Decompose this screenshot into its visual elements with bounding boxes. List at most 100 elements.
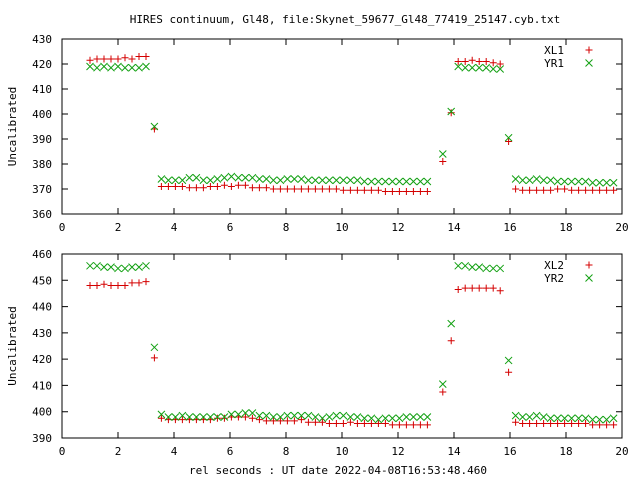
x-tick-label: 16 (503, 221, 516, 234)
data-point (554, 185, 562, 193)
data-point (581, 177, 590, 186)
data-point (220, 173, 229, 182)
data-point (388, 188, 396, 195)
data-point (269, 413, 278, 421)
data-point (374, 177, 383, 186)
x-tick-label: 10 (335, 221, 348, 234)
data-point (539, 413, 548, 421)
data-point (276, 185, 284, 193)
data-point (192, 413, 201, 421)
data-point (128, 55, 136, 63)
data-point (325, 185, 333, 193)
data-point (150, 354, 158, 362)
data-point (581, 414, 590, 423)
y-tick-label: 360 (32, 208, 52, 221)
data-point (311, 418, 319, 426)
data-point (121, 63, 129, 72)
data-point (438, 380, 447, 388)
data-point (461, 63, 470, 72)
data-point (114, 264, 122, 273)
data-point (519, 186, 527, 194)
x-tick-label: 16 (503, 445, 516, 458)
data-point (332, 420, 340, 428)
x-tick-label: 18 (559, 445, 572, 458)
data-point (234, 181, 242, 189)
data-point (602, 178, 611, 187)
data-point (332, 411, 341, 420)
data-point (438, 150, 447, 158)
data-point (416, 413, 425, 421)
data-point (518, 413, 527, 421)
data-point (496, 65, 505, 73)
data-point (511, 175, 520, 183)
data-point (603, 186, 611, 194)
data-point (297, 185, 305, 193)
y-tick-label: 390 (32, 133, 52, 146)
data-point (192, 173, 201, 182)
data-point (504, 356, 513, 365)
data-point (262, 417, 270, 425)
data-point (297, 411, 306, 420)
data-point (93, 261, 101, 270)
data-point (290, 417, 298, 425)
data-point (142, 62, 150, 71)
data-point (575, 186, 583, 194)
data-point (496, 60, 504, 68)
data-point (318, 418, 326, 426)
data-point (128, 63, 136, 72)
x-tick-label: 4 (171, 445, 178, 458)
data-point (595, 178, 604, 187)
data-point (609, 414, 618, 423)
data-point (533, 186, 541, 194)
data-point (304, 411, 313, 420)
data-point (609, 178, 618, 187)
data-point (560, 177, 569, 186)
legend-marker (585, 261, 593, 269)
data-point (178, 183, 186, 190)
data-point (561, 420, 569, 428)
data-point (489, 59, 497, 67)
data-point (482, 58, 490, 65)
series-xl2 (86, 278, 618, 429)
data-point (283, 417, 291, 425)
data-point (439, 158, 447, 165)
data-point (360, 414, 369, 423)
data-point (164, 183, 172, 190)
data-point (171, 176, 180, 185)
data-point (290, 175, 299, 183)
data-point (100, 280, 108, 288)
data-point (395, 414, 404, 423)
x-tick-label: 10 (335, 445, 348, 458)
data-point (423, 413, 432, 421)
data-point (164, 176, 173, 185)
data-point (325, 176, 334, 185)
data-point (142, 278, 150, 286)
data-point (482, 264, 491, 273)
data-point (381, 414, 390, 423)
data-point (199, 176, 208, 185)
data-point (107, 282, 115, 290)
x-tick-label: 6 (227, 221, 234, 234)
data-point (374, 186, 382, 194)
data-point (86, 56, 94, 64)
data-point (402, 177, 411, 186)
data-point (589, 421, 597, 429)
x-tick-label: 12 (391, 445, 404, 458)
data-point (596, 186, 604, 194)
x-tick-label: 8 (283, 445, 290, 458)
y-tick-label: 430 (32, 33, 52, 46)
data-point (602, 415, 611, 424)
legend-marker (585, 59, 593, 67)
data-point (248, 184, 256, 192)
data-point (553, 177, 562, 186)
data-point (475, 263, 484, 271)
data-point (582, 186, 590, 194)
data-point (304, 185, 312, 193)
x-tick-label: 20 (615, 221, 628, 234)
data-point (505, 368, 513, 376)
data-point (388, 414, 397, 423)
data-point (248, 414, 256, 422)
data-point (135, 279, 143, 287)
data-point (86, 62, 94, 71)
